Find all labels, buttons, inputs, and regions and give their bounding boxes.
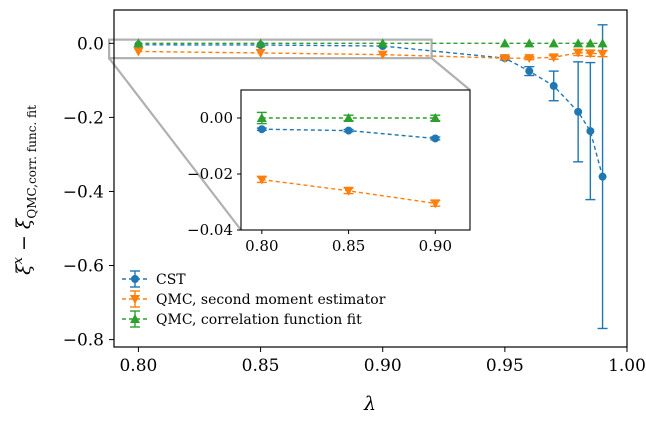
inset-data-point-1-0 xyxy=(256,175,267,185)
x-tick-label: 0.85 xyxy=(242,356,280,376)
y-axis-label-minus: − xyxy=(13,229,35,257)
legend: CST QMC, second moment estimator QMC, corr… xyxy=(122,270,386,328)
y-tick-label: −0.6 xyxy=(63,257,104,277)
main-data-point-2-4 xyxy=(524,38,535,48)
main-data-point-1-4 xyxy=(524,54,535,64)
main-data-point-2-2 xyxy=(377,38,388,48)
main-data-point-2-5 xyxy=(548,38,559,48)
zoom-connector-line xyxy=(108,57,242,231)
y-tick-label: 0.0 xyxy=(77,34,104,54)
y-tick-label: −0.8 xyxy=(63,331,104,351)
x-tick-label: 0.90 xyxy=(364,356,402,376)
main-data-point-0-5 xyxy=(549,81,558,90)
main-data-point-1-6 xyxy=(573,48,584,58)
x-tick-label: 0.95 xyxy=(486,356,524,376)
main-data-point-0-6 xyxy=(574,107,583,116)
legend-label-2: QMC, correlation function fit xyxy=(156,312,362,328)
main-axes-frame xyxy=(113,9,628,348)
inset-background xyxy=(241,90,470,230)
main-data-point-2-7 xyxy=(585,38,596,48)
main-data-point-1-0 xyxy=(133,47,144,57)
inset-data-point-0-2 xyxy=(431,134,440,143)
zoom-connector-line xyxy=(430,57,471,91)
main-data-point-1-3 xyxy=(499,54,510,64)
y-tick-label: −0.4 xyxy=(63,182,104,202)
inset-axes: 0.80 0.85 0.90 0.00 −0.02 −0.04 xyxy=(187,89,471,255)
main-series-line-1 xyxy=(138,50,603,59)
x-tick-label: 0.80 xyxy=(119,356,157,376)
inset-data-point-0-0 xyxy=(257,125,266,134)
main-data-point-2-6 xyxy=(573,38,584,48)
main-data-point-1-5 xyxy=(548,53,559,63)
main-data-point-1-2 xyxy=(377,50,388,60)
inset-data-point-1-1 xyxy=(343,186,354,196)
main-data-point-2-3 xyxy=(499,38,510,48)
legend-marker-2 xyxy=(130,314,140,323)
main-data-point-2-8 xyxy=(597,38,608,48)
legend-marker-1 xyxy=(130,295,140,304)
main-data-point-0-4 xyxy=(525,67,534,76)
main-data-point-0-8 xyxy=(598,172,607,181)
inset-x-tick-label: 0.90 xyxy=(419,237,452,255)
x-axis-label: λ xyxy=(363,393,376,415)
inset-frame xyxy=(240,89,471,231)
inset-data-point-2-0 xyxy=(256,113,267,122)
inset-data-point-2-1 xyxy=(343,113,354,122)
main-axis-ticks: 0.80 0.85 0.90 0.95 1.00 0.0 −0.2 −0.4 −0.6 −0.8 xyxy=(63,34,646,376)
inset-axis-ticks: 0.80 0.85 0.90 0.00 −0.02 −0.04 xyxy=(187,109,452,255)
main-data-point-1-7 xyxy=(585,49,596,59)
main-data-point-1-1 xyxy=(255,48,266,58)
main-data-point-0-7 xyxy=(586,127,595,136)
inset-x-tick-label: 0.80 xyxy=(245,237,278,255)
legend-label-1: QMC, second moment estimator xyxy=(156,292,386,308)
main-plot-marks xyxy=(133,24,608,330)
inset-y-tick-label: 0.00 xyxy=(200,109,233,127)
y-axis-label-sub: QMC,corr. func. fit xyxy=(25,105,39,219)
inset-plot-marks xyxy=(256,111,441,209)
inset-data-point-0-1 xyxy=(344,126,353,135)
main-data-point-2-0 xyxy=(133,38,144,48)
y-axis-label-main: ξ xyxy=(13,263,35,275)
inset-y-tick-label: −0.02 xyxy=(187,165,233,183)
main-data-point-2-1 xyxy=(255,38,266,48)
y-axis-label-main-2: ξ xyxy=(13,217,35,229)
inset-x-tick-label: 0.85 xyxy=(332,237,365,255)
y-axis-label-sup: x xyxy=(11,256,26,264)
legend-marker-0 xyxy=(131,275,139,283)
x-tick-label: 1.00 xyxy=(608,356,646,376)
inset-data-point-1-2 xyxy=(430,199,441,209)
zoom-indicator xyxy=(108,38,471,231)
main-data-point-1-8 xyxy=(597,49,608,59)
y-tick-label: −0.2 xyxy=(63,108,104,128)
legend-label-0: CST xyxy=(156,272,186,288)
inset-y-tick-label: −0.04 xyxy=(187,221,233,239)
zoom-rectangle xyxy=(108,38,433,60)
inset-data-point-2-2 xyxy=(430,113,441,122)
y-axis-label: ξx − ξQMC,corr. func. fit xyxy=(11,105,39,275)
